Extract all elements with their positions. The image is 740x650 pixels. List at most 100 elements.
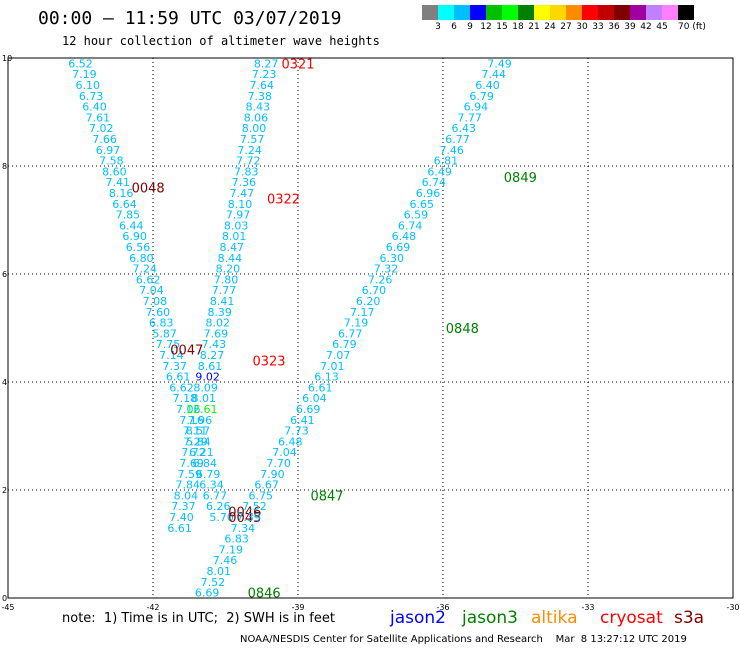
wave-height-label: 7.08 — [143, 295, 168, 308]
pass-time-label: 0321 — [281, 57, 314, 72]
wave-height-label: 6.56 — [126, 241, 151, 254]
color-swatch — [438, 5, 454, 20]
wave-height-label: 7.19 — [219, 543, 244, 556]
y-tick-label: 2 — [2, 486, 7, 495]
chart-subtitle: 12 hour collection of altimeter wave hei… — [62, 34, 380, 48]
color-swatch — [454, 5, 470, 20]
wave-height-label: 6.70 — [362, 284, 387, 297]
x-tick-label: -42 — [146, 603, 159, 612]
wave-height-label: 6.94 — [464, 101, 489, 114]
wave-height-label: 7.44 — [482, 68, 507, 81]
wave-height-label: 6.90 — [122, 230, 147, 243]
wave-height-label: 7.26 — [368, 273, 393, 286]
y-tick-label: 4 — [2, 378, 7, 387]
wave-height-label: 7.29 — [183, 435, 208, 448]
wave-height-label: 8.02 — [206, 317, 231, 330]
footer-note: note: 1) Time is in UTC; 2) SWH is in fe… — [62, 611, 335, 626]
color-swatch — [646, 5, 662, 20]
color-swatch — [486, 5, 502, 20]
x-tick-label: -36 — [436, 603, 449, 612]
wave-height-label: 6.62 — [136, 273, 161, 286]
wave-height-label: 7.24 — [237, 144, 262, 157]
wave-height-label: 6.43 — [452, 122, 477, 135]
pass-time-label: 0846 — [248, 587, 281, 602]
color-swatch — [534, 5, 550, 20]
wave-height-label: 8.16 — [109, 187, 134, 200]
wave-height-label: 7.69 — [179, 457, 204, 470]
wave-height-label: 7.37 — [171, 500, 196, 513]
wave-height-label: 7.59 — [177, 468, 202, 481]
legend-item-jason3: jason3 — [462, 608, 518, 628]
wave-height-label: 5.87 — [152, 327, 177, 340]
wave-height-label: 6.77 — [338, 327, 363, 340]
color-scale-label: 33 — [592, 22, 604, 32]
color-swatch — [518, 5, 534, 20]
wave-height-label: 7.75 — [156, 338, 181, 351]
wave-height-label: 6.49 — [427, 165, 452, 178]
color-scale-label: 18 — [512, 22, 524, 32]
color-scale-label: 70 (ft) — [678, 22, 706, 32]
wave-height-label: 7.16 — [179, 414, 204, 427]
footer-credit: NOAA/NESDIS Center for Satellite Applica… — [240, 634, 687, 645]
wave-height-label: 6.73 — [79, 90, 104, 103]
wave-height-label: 8.04 — [174, 489, 199, 502]
wave-height-label: 6.80 — [129, 252, 154, 265]
color-scale-label: 45 — [656, 22, 668, 32]
wave-height-label: 8.39 — [207, 306, 232, 319]
wave-height-label: 7.01 — [320, 360, 345, 373]
wave-height-label: 6.34 — [199, 479, 224, 492]
wave-height-label: 7.43 — [202, 338, 227, 351]
wave-height-label: 7.04 — [272, 446, 297, 459]
wave-height-label: 6.48 — [392, 230, 417, 243]
wave-height-label: 6.13 — [314, 371, 339, 384]
wave-height-label: 6.79 — [196, 468, 221, 481]
color-swatch — [630, 5, 646, 20]
wave-height-label: 7.41 — [105, 176, 130, 189]
pass-time-label: 0047 — [170, 344, 203, 359]
wave-height-label: 6.41 — [290, 414, 315, 427]
wave-height-label: 7.47 — [230, 187, 255, 200]
wave-height-label: 7.02 — [89, 122, 114, 135]
wave-height-label: 8.44 — [218, 252, 243, 265]
color-scale-label: 30 — [576, 22, 588, 32]
wave-height-label: 6.21 — [189, 446, 214, 459]
color-swatch — [598, 5, 614, 20]
y-tick-label: 0 — [2, 594, 7, 603]
wave-height-label: 7.23 — [252, 68, 277, 81]
wave-height-label: 6.64 — [112, 198, 137, 211]
wave-height-label: 7.72 — [236, 155, 261, 168]
wave-height-label: 8.57 — [186, 425, 211, 438]
color-swatch — [550, 5, 566, 20]
wave-height-label: 7.14 — [159, 349, 184, 362]
wave-height-label: 7.37 — [163, 360, 188, 373]
wave-height-label: 6.74 — [398, 219, 423, 232]
wave-height-label: 6.62 — [169, 381, 194, 394]
wave-height-label: 6.96 — [416, 187, 441, 200]
wave-height-label: 8.47 — [220, 241, 245, 254]
x-tick-label: -45 — [1, 603, 14, 612]
wave-height-label: 6.97 — [96, 144, 121, 157]
wave-height-label: 6.44 — [119, 219, 144, 232]
pass-time-label: 0045 — [228, 511, 261, 526]
color-swatch — [470, 5, 486, 20]
wave-height-label: 7.24 — [133, 263, 158, 276]
x-tick-label: -39 — [291, 603, 304, 612]
legend-item-s3a: s3a — [674, 608, 705, 628]
wave-height-label: 7.60 — [146, 306, 171, 319]
pass-time-label: 0848 — [446, 322, 479, 337]
color-swatch — [678, 5, 694, 20]
wave-height-label: 12.61 — [186, 403, 218, 416]
wave-height-label: 6.75 — [249, 489, 274, 502]
wave-height-label: 6.40 — [475, 79, 500, 92]
wave-height-label: 7.52 — [201, 576, 226, 589]
wave-height-label: 8.03 — [224, 219, 249, 232]
wave-height-label: 7.18 — [173, 392, 198, 405]
color-scale-label: 12 — [480, 22, 492, 32]
wave-height-label: 6.83 — [149, 317, 174, 330]
y-tick-label: 8 — [2, 162, 7, 171]
wave-height-label: 7.84 — [176, 479, 201, 492]
wave-height-label: 7.69 — [204, 327, 229, 340]
wave-height-label: 7.38 — [248, 90, 273, 103]
wave-height-label: 8.09 — [193, 381, 218, 394]
